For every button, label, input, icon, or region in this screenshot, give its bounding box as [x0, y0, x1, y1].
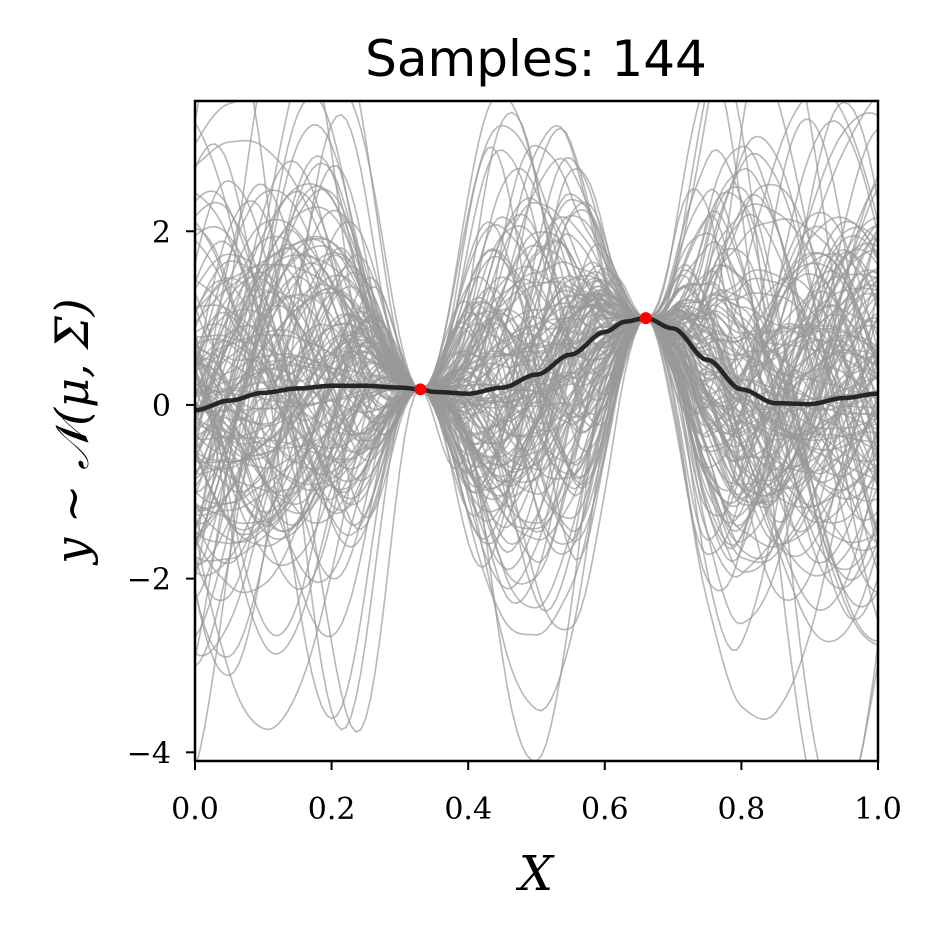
sample-curve	[195, 263, 878, 431]
sample-curve	[195, 149, 878, 646]
sample-curve	[195, 218, 878, 541]
sample-curve	[195, 135, 878, 621]
sample-curve	[195, 285, 878, 507]
sample-curve	[195, 297, 878, 577]
x-axis-ticks: 0.0 0.2 0.4 0.6 0.8 1.0	[171, 761, 902, 827]
sample-curve	[195, 317, 878, 416]
mean-curve	[195, 315, 878, 413]
x-tick-label: 0.8	[718, 792, 766, 827]
chart-title: Samples: 144	[365, 30, 707, 88]
sample-curve	[195, 261, 878, 562]
sample-curve	[195, 289, 878, 525]
sample-curve	[195, 206, 878, 530]
y-tick-label: −4	[127, 736, 171, 771]
sample-curve	[195, 101, 878, 721]
y-tick-label: 0	[152, 389, 171, 424]
sample-curve	[195, 145, 878, 548]
sample-curve	[195, 304, 878, 469]
x-tick-label: 0.2	[308, 792, 356, 827]
x-axis-label: X	[515, 846, 555, 902]
sample-curve	[195, 317, 878, 442]
sample-curve	[195, 188, 878, 590]
sample-curve	[195, 277, 878, 567]
sample-curve	[195, 291, 878, 565]
sample-curve	[195, 277, 878, 497]
x-tick-label: 1.0	[854, 792, 902, 827]
sample-curve	[195, 203, 878, 594]
y-tick-label: 2	[152, 215, 171, 250]
plot-frame	[193, 99, 880, 763]
sample-curve	[195, 213, 878, 545]
sample-curve	[195, 247, 878, 513]
sample-curve	[195, 278, 878, 529]
y-axis-ticks: −4 −2 0 2	[127, 215, 195, 771]
x-tick-label: 0.0	[171, 792, 219, 827]
sample-curve	[195, 261, 878, 524]
observation-point	[414, 383, 427, 396]
sample-curve	[195, 253, 878, 546]
sample-curve	[195, 269, 878, 533]
sample-curve	[195, 317, 878, 475]
observation-point	[639, 312, 652, 325]
sample-curve	[195, 225, 878, 524]
sample-curves	[195, 101, 878, 761]
sample-curve	[195, 124, 878, 655]
sample-curve	[195, 101, 878, 553]
observation-points	[414, 312, 652, 396]
sample-curve	[195, 175, 878, 584]
y-axis-label: y ∼ 𝒩(μ, Σ)	[45, 298, 99, 565]
sample-curve	[195, 270, 878, 613]
sample-curve	[195, 315, 878, 466]
y-tick-label: −2	[127, 563, 171, 598]
sample-curve	[195, 298, 878, 490]
x-tick-label: 0.6	[581, 792, 629, 827]
sample-curve	[195, 240, 878, 577]
sample-curve	[195, 181, 878, 657]
sample-curve	[195, 183, 878, 494]
sample-curve	[195, 223, 878, 548]
x-tick-label: 0.4	[444, 792, 492, 827]
sample-curve	[195, 244, 878, 482]
sample-curve	[195, 124, 878, 578]
sample-curve	[195, 154, 878, 668]
sample-curve	[195, 119, 878, 638]
mean-curve-layer	[195, 315, 878, 413]
